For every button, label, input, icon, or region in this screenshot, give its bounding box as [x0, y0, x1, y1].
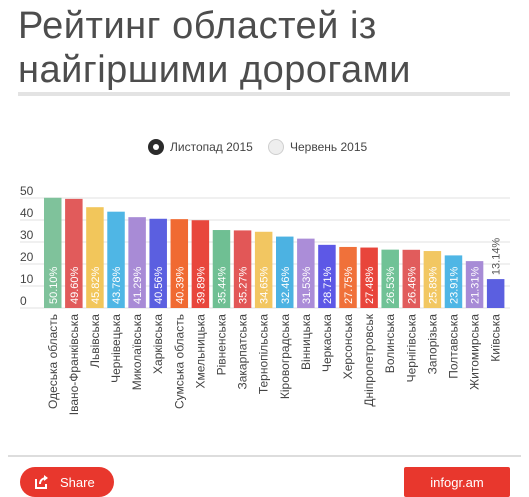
x-tick-label: Кіровоградська: [278, 314, 292, 399]
y-tick-label: 40: [20, 206, 34, 220]
y-tick-label: 0: [20, 294, 27, 308]
x-tick-label: Дніпропетровськ: [362, 313, 376, 406]
bar: [149, 218, 167, 308]
bar: [360, 247, 378, 308]
data-label: 25.89%: [427, 266, 439, 304]
x-tick-label: Запорізька: [425, 314, 439, 375]
data-label: 26.53%: [385, 266, 397, 304]
data-label: 45.82%: [90, 266, 102, 304]
x-tick-label: Івано-Франківська: [67, 314, 81, 416]
bar: [402, 249, 421, 308]
x-tick-label: Житомирська: [468, 314, 482, 390]
share-icon: [35, 475, 48, 489]
footer-divider: [8, 455, 521, 457]
radio-unselected-icon: [268, 139, 284, 155]
y-tick-label: 20: [20, 250, 34, 264]
legend-label-active: Листопад 2015: [170, 140, 253, 154]
bar: [486, 279, 505, 308]
bar: [86, 207, 104, 308]
bar: [191, 220, 210, 308]
bar: [128, 217, 146, 308]
bar: [65, 198, 83, 308]
bar: [254, 231, 273, 308]
bar: [339, 246, 357, 308]
data-label: 39.89%: [195, 266, 207, 304]
x-tick-label: Хмельницька: [193, 314, 207, 389]
data-label: 23.91%: [448, 266, 460, 304]
data-label: 13.14%: [491, 238, 503, 276]
data-label: 49.60%: [69, 266, 81, 304]
y-tick-label: 30: [20, 228, 34, 242]
data-label: 35.27%: [238, 266, 250, 304]
x-tick-label: Сумська область: [172, 314, 186, 409]
data-label: 34.65%: [259, 266, 271, 304]
data-label: 27.48%: [364, 266, 376, 304]
bar: [233, 230, 252, 308]
bar: [465, 261, 484, 308]
x-tick-label: Вінницька: [299, 314, 313, 370]
data-label: 40.56%: [153, 266, 165, 304]
data-label: 43.78%: [111, 266, 123, 304]
data-label: 32.46%: [280, 266, 292, 304]
y-tick-label: 10: [20, 272, 34, 286]
bar: [423, 251, 442, 308]
bar: [170, 219, 189, 308]
x-tick-label: Харківська: [151, 314, 165, 374]
data-label: 50.10%: [48, 266, 60, 304]
bar: [107, 211, 125, 308]
x-tick-label: Одеська область: [46, 314, 60, 409]
bar: [444, 255, 463, 308]
x-tick-label: Чернівецька: [109, 314, 123, 383]
chart-legend: Листопад 2015 Червень 2015: [0, 136, 529, 158]
title-divider: [18, 92, 510, 96]
bar-chart: 0 10 20 30 40 50 50.10% Одеська область 49.60% Ів…: [20, 184, 510, 416]
data-label: 27.75%: [343, 266, 355, 304]
x-tick-label: Полтавська: [446, 314, 460, 379]
x-tick-label: Миколаївська: [130, 314, 144, 391]
share-label: Share: [60, 474, 95, 490]
data-label: 26.46%: [406, 266, 418, 304]
data-label: 21.31%: [470, 266, 482, 304]
data-label: 35.44%: [216, 266, 228, 304]
data-label: 41.29%: [132, 266, 144, 304]
bar: [381, 249, 399, 308]
x-tick-label: Київська: [489, 314, 503, 362]
x-tick-label: Тернопільська: [257, 314, 271, 394]
x-tick-label: Черкаська: [320, 314, 334, 372]
data-label: 28.71%: [322, 266, 334, 304]
x-tick-label: Львівська: [88, 314, 102, 368]
legend-item-active[interactable]: Листопад 2015: [148, 136, 253, 158]
bar: [44, 197, 62, 308]
legend-item-inactive[interactable]: Червень 2015: [268, 136, 367, 158]
data-label: 31.53%: [301, 266, 313, 304]
x-tick-label: Волинська: [383, 314, 397, 374]
x-tick-label: Чернігівська: [404, 314, 418, 383]
data-label: 40.39%: [174, 266, 186, 304]
x-tick-label: Рівненська: [214, 314, 228, 376]
legend-label-inactive: Червень 2015: [290, 140, 368, 154]
bar: [297, 238, 315, 308]
page-title: Рейтинг областей із найгіршими дорогами: [18, 5, 411, 91]
y-tick-label: 50: [20, 184, 34, 198]
brand-link[interactable]: infogr.am: [404, 467, 510, 497]
x-tick-label: Херсонська: [341, 314, 355, 380]
bar: [318, 244, 336, 308]
x-tick-label: Закарпатська: [236, 314, 250, 390]
bar: [212, 230, 231, 308]
share-button[interactable]: Share: [20, 467, 114, 497]
bar: [276, 236, 294, 308]
radio-selected-icon: [148, 139, 164, 155]
